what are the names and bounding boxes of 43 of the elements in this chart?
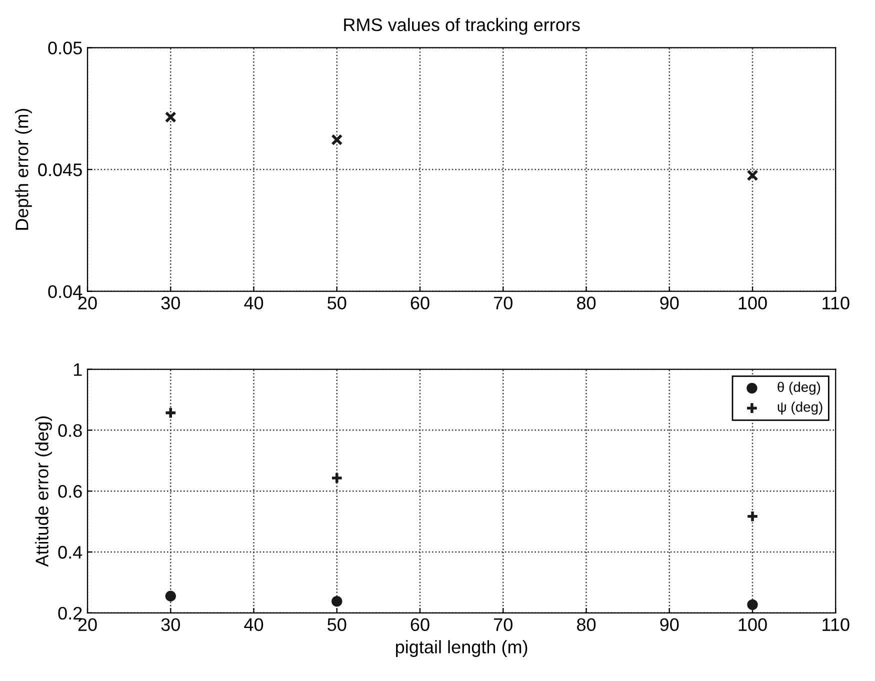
y-tick-label: 0.04 xyxy=(48,285,82,298)
y-tick-label: 0.4 xyxy=(58,546,82,559)
x-axis-title: pigtail length (m) xyxy=(396,640,528,657)
point xyxy=(747,599,758,610)
y-axis-title: Depth error (m) xyxy=(15,108,32,230)
point xyxy=(330,472,344,484)
x-tick-label: 70 xyxy=(494,296,512,310)
y-axis-title: Attitude error (deg) xyxy=(35,416,52,567)
y-tick-label: 0.8 xyxy=(58,424,82,437)
x-tick-label: 100 xyxy=(738,296,767,310)
legend-label: ψ (deg) xyxy=(778,402,822,415)
y-tick-label: 0.2 xyxy=(58,606,82,620)
point xyxy=(165,590,176,602)
x-tick-label: 60 xyxy=(410,618,430,632)
x-tick-label: 90 xyxy=(660,296,679,310)
point xyxy=(746,510,759,523)
y-tick-label: 0.6 xyxy=(58,485,82,498)
point xyxy=(746,170,758,182)
x-tick-label: 40 xyxy=(244,618,264,632)
x-tick-label: 70 xyxy=(494,618,512,632)
y-tick-label: 1 xyxy=(74,363,82,376)
point xyxy=(164,111,176,123)
x-tick-label: 20 xyxy=(78,296,97,310)
x-tick-label: 40 xyxy=(244,296,264,310)
x-tick-label: 60 xyxy=(410,296,430,310)
chart-title: RMS values of tracking errors xyxy=(344,18,580,35)
point xyxy=(164,406,177,420)
x-tick-label: 30 xyxy=(161,296,180,310)
y-tick-label: 0.045 xyxy=(38,163,82,176)
x-tick-label: 110 xyxy=(822,296,850,310)
x-tick-label: 80 xyxy=(576,618,596,632)
y-tick-label: 0.05 xyxy=(48,42,82,54)
point xyxy=(331,134,343,146)
x-tick-label: 50 xyxy=(328,296,346,310)
x-tick-label: 100 xyxy=(738,618,767,632)
point xyxy=(332,596,342,607)
x-tick-label: 90 xyxy=(660,618,679,632)
x-tick-label: 110 xyxy=(822,618,850,632)
x-tick-label: 80 xyxy=(576,296,596,310)
legend-label: θ (deg) xyxy=(778,382,820,395)
x-tick-label: 50 xyxy=(328,618,346,632)
x-tick-label: 30 xyxy=(161,618,180,632)
x-tick-label: 20 xyxy=(78,618,97,632)
